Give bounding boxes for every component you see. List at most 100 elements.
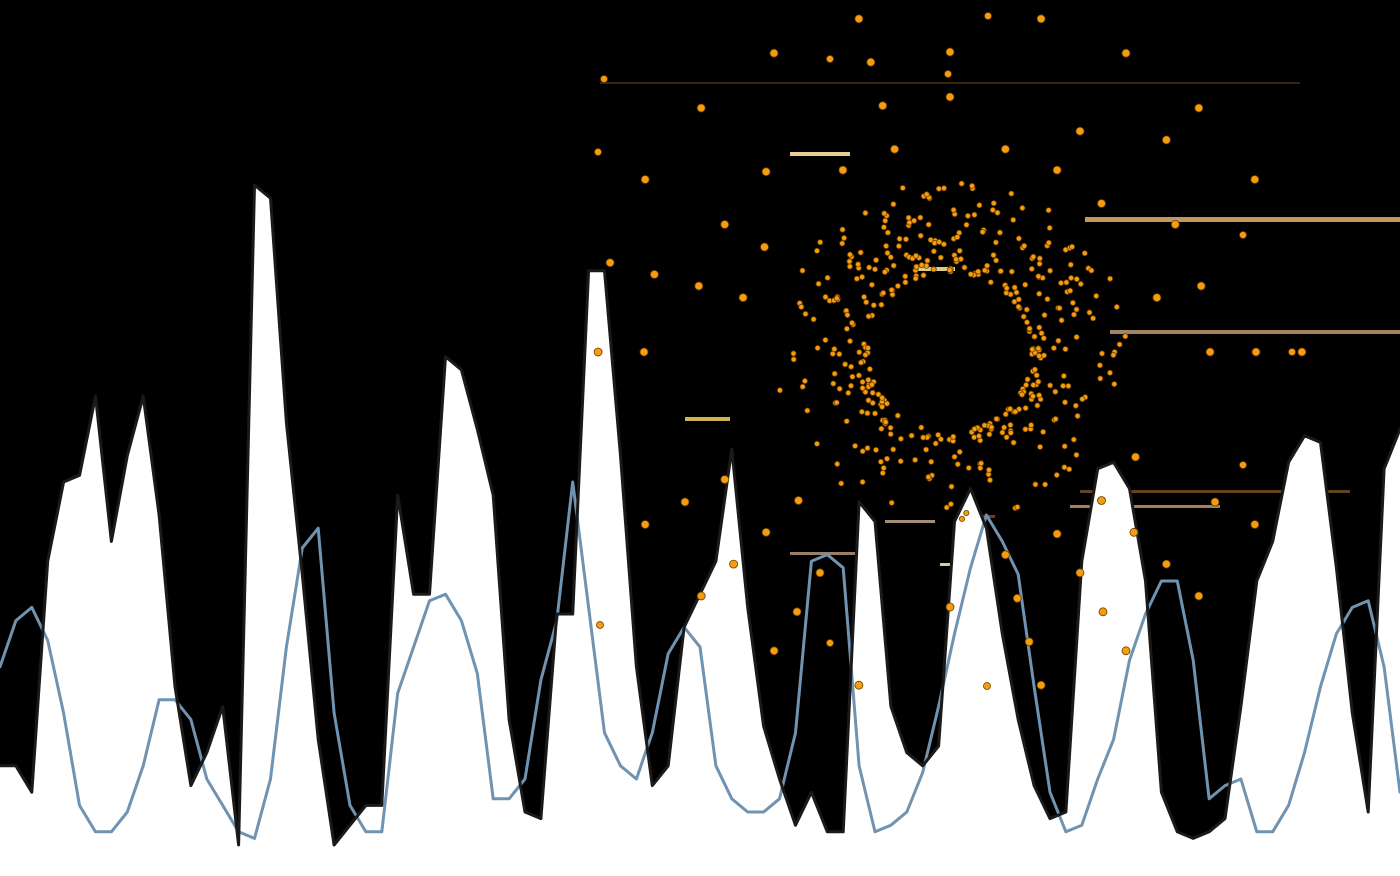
scatter-point-148 [843,325,850,332]
scatter-point-434 [1001,550,1010,560]
scatter-point-277 [954,461,961,468]
scatter-point-150 [1011,284,1018,291]
scatter-point-344 [1062,399,1069,406]
scatter-point-377 [1071,311,1078,318]
scatter-point-297 [976,202,983,209]
scatter-point-487 [1239,461,1247,469]
scatter-point-230 [913,263,920,270]
scatter-point-167 [880,464,887,471]
scatter-point-424 [1210,497,1220,507]
scatter-point-464 [878,101,888,111]
scatter-point-473 [1121,48,1131,58]
scatter-point-299 [868,281,875,288]
scatter-point-443 [794,496,803,505]
scatter-point-246 [905,214,912,221]
scatter-point-291 [1040,335,1047,342]
scatter-point-373 [1041,352,1048,359]
scatter-point-18 [862,388,869,395]
scatter-point-471 [1052,165,1062,175]
scatter-point-135 [883,242,890,249]
scatter-point-326 [923,446,930,453]
scatter-point-340 [1022,426,1029,433]
scatter-point-245 [856,349,863,356]
scatter-point-314 [953,256,960,263]
scatter-point-312 [902,273,909,280]
scatter-point-382 [1034,402,1041,409]
scatter-point-479 [1152,293,1162,303]
scatter-point-355 [864,445,871,452]
scatter-layer [593,12,1307,690]
scatter-point-308 [843,418,850,425]
scatter-point-478 [1250,175,1260,184]
scatter-point-385 [884,400,891,407]
scatter-point-353 [1052,388,1059,395]
scatter-point-408 [971,425,978,432]
scatter-point-205 [1072,402,1079,409]
scatter-point-374 [954,234,961,241]
scatter-point-80 [937,254,944,261]
scatter-point-223 [984,262,991,269]
scatter-point-165 [992,239,999,246]
scatter-point-261 [858,408,865,415]
decor-bar-0 [600,82,1300,84]
scatter-point-318 [1026,325,1033,332]
scatter-point-392 [925,473,932,480]
scatter-point-309 [1035,378,1042,385]
scatter-point-190 [1093,292,1100,299]
scatter-point-115 [1030,381,1037,388]
scatter-point-220 [1031,366,1038,373]
scatter-point-396 [918,261,925,268]
scatter-point-363 [1008,268,1015,275]
scatter-point-295 [848,382,855,389]
scatter-point-332 [999,429,1006,436]
scatter-point-406 [950,433,957,440]
scatter-point-49 [1069,243,1076,250]
scatter-point-29 [878,425,885,432]
scatter-point-417 [1007,429,1014,436]
scatter-point-40 [990,200,997,207]
scatter-point-416 [859,378,866,385]
scatter-point-272 [1038,330,1045,337]
scatter-point-389 [833,295,840,302]
scatter-point-481 [984,12,992,20]
scatter-point-266 [853,275,860,282]
scatter-point-202 [969,182,976,189]
scatter-point-47 [1053,471,1060,478]
scatter-point-38 [863,299,870,306]
scatter-point-28 [869,399,876,406]
scatter-point-124 [865,397,872,404]
scatter-point-401 [1111,381,1118,388]
scatter-point-442 [769,646,779,656]
scatter-point-427 [1129,527,1139,537]
scatter-point-144 [971,434,978,441]
scatter-point-162 [1073,306,1080,313]
scatter-point-399 [1036,352,1043,359]
scatter-point-480 [1196,281,1206,291]
scatter-point-398 [879,403,886,410]
scatter-point-430 [1052,529,1062,539]
scatter-point-307 [1073,334,1080,341]
scatter-point-412 [1061,464,1068,471]
scatter-point-134 [822,293,829,300]
scatter-point-267 [950,206,957,213]
scatter-point-133 [836,351,843,358]
scatter-point-421 [1251,347,1261,357]
scatter-point-339 [1062,346,1069,353]
scatter-point-472 [1075,126,1085,136]
scatter-point-352 [1007,405,1014,412]
scatter-point-369 [1015,296,1022,303]
scatter-point-381 [859,448,866,455]
scatter-point-468 [945,47,955,57]
scatter-point-186 [930,266,937,273]
scatter-point-351 [866,366,873,373]
scatter-point-294 [976,432,983,439]
scatter-point-203 [917,232,924,239]
scatter-point-278 [961,264,968,271]
scatter-point-420 [1205,347,1215,357]
scatter-point-414 [1069,299,1076,306]
scatter-point-452 [738,293,748,303]
scatter-point-216 [814,440,821,447]
scatter-point-290 [1030,253,1037,260]
scatter-point-331 [1032,481,1039,488]
scatter-point-441 [792,607,802,617]
